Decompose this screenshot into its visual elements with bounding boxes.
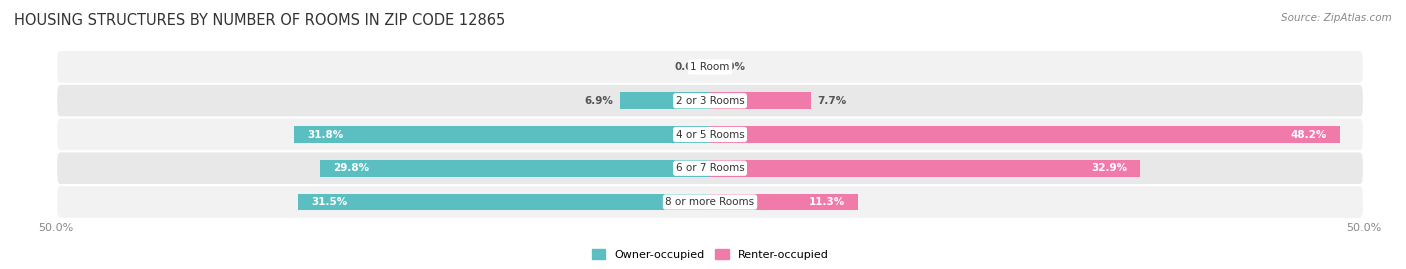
Bar — [620, 92, 710, 109]
FancyBboxPatch shape — [56, 151, 1364, 185]
Text: 7.7%: 7.7% — [817, 96, 846, 106]
Bar — [710, 92, 811, 109]
Text: 11.3%: 11.3% — [808, 197, 845, 207]
FancyBboxPatch shape — [56, 118, 1364, 151]
Text: 0.0%: 0.0% — [717, 62, 745, 72]
Bar — [294, 126, 710, 143]
Text: 1 Room: 1 Room — [690, 62, 730, 72]
Bar — [298, 194, 710, 210]
Text: 2 or 3 Rooms: 2 or 3 Rooms — [676, 96, 744, 106]
Bar — [710, 160, 1140, 177]
Text: 6 or 7 Rooms: 6 or 7 Rooms — [676, 163, 744, 173]
Bar — [710, 126, 1340, 143]
Legend: Owner-occupied, Renter-occupied: Owner-occupied, Renter-occupied — [588, 246, 832, 263]
Bar — [710, 194, 858, 210]
Text: 31.8%: 31.8% — [308, 129, 343, 140]
Text: 31.5%: 31.5% — [311, 197, 347, 207]
Text: 6.9%: 6.9% — [585, 96, 613, 106]
Text: 8 or more Rooms: 8 or more Rooms — [665, 197, 755, 207]
FancyBboxPatch shape — [56, 84, 1364, 118]
Text: 4 or 5 Rooms: 4 or 5 Rooms — [676, 129, 744, 140]
FancyBboxPatch shape — [56, 185, 1364, 219]
Text: 29.8%: 29.8% — [333, 163, 370, 173]
Bar — [321, 160, 710, 177]
Text: Source: ZipAtlas.com: Source: ZipAtlas.com — [1281, 13, 1392, 23]
Text: 0.0%: 0.0% — [675, 62, 703, 72]
Text: 48.2%: 48.2% — [1291, 129, 1327, 140]
FancyBboxPatch shape — [56, 50, 1364, 84]
Text: HOUSING STRUCTURES BY NUMBER OF ROOMS IN ZIP CODE 12865: HOUSING STRUCTURES BY NUMBER OF ROOMS IN… — [14, 13, 505, 29]
Text: 32.9%: 32.9% — [1091, 163, 1128, 173]
